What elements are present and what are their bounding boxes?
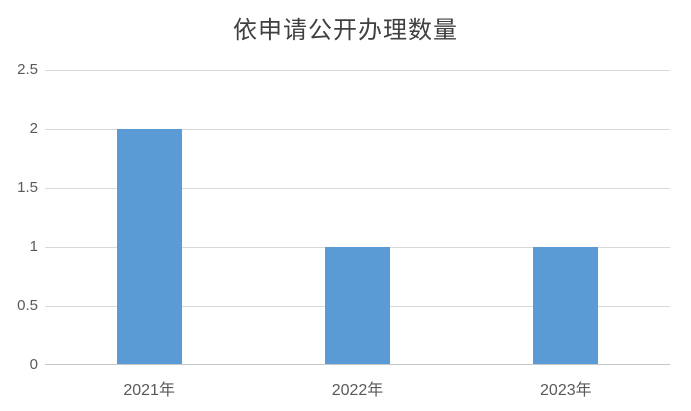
y-axis-tick-label: 2 [29, 120, 38, 137]
bar-2021年 [116, 129, 182, 364]
x-axis-category-label: 2022年 [331, 382, 384, 399]
y-axis-tick-label: 1 [29, 238, 38, 255]
gridline [45, 70, 670, 71]
gridline [45, 129, 670, 130]
gridline [45, 188, 670, 189]
y-axis-tick-label: 0 [29, 356, 38, 373]
x-axis-line [45, 364, 670, 365]
x-axis-category-label: 2021年 [123, 382, 175, 399]
chart-title: 依申请公开办理数量 [233, 18, 458, 44]
y-axis-tick-label: 1.5 [17, 179, 38, 196]
bar-2023年 [533, 247, 599, 364]
plot-area [45, 70, 670, 365]
y-axis-tick-label: 0.5 [17, 297, 38, 314]
bar-2022年 [325, 247, 390, 364]
y-axis-tick-label: 2.5 [17, 61, 38, 78]
x-axis-category-label: 2023年 [540, 382, 592, 399]
